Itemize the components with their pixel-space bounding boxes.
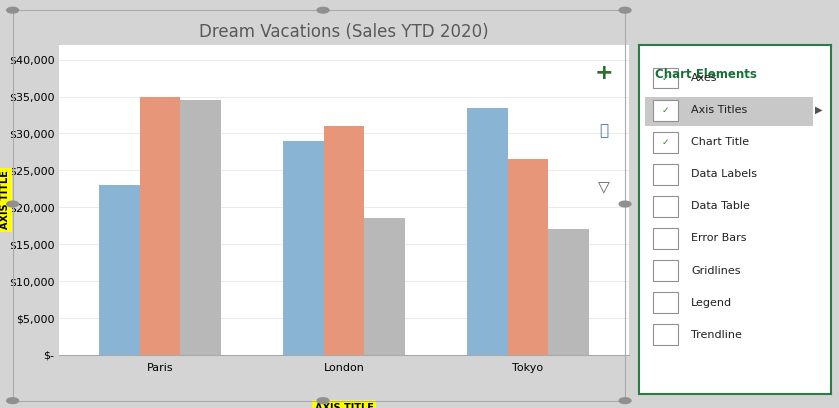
Text: Error Bars: Error Bars [691, 233, 747, 244]
FancyBboxPatch shape [653, 292, 678, 313]
Text: AXIS TITLE: AXIS TITLE [315, 403, 373, 408]
FancyBboxPatch shape [653, 100, 678, 121]
FancyBboxPatch shape [653, 196, 678, 217]
Bar [508, 159, 548, 355]
Text: ✓: ✓ [661, 106, 669, 115]
Text: 🖌: 🖌 [599, 123, 608, 138]
Bar [324, 126, 364, 355]
FancyBboxPatch shape [653, 324, 678, 345]
Text: Chart Title: Chart Title [691, 137, 749, 147]
Title: Dream Vacations (Sales YTD 2020): Dream Vacations (Sales YTD 2020) [199, 22, 489, 40]
Text: Data Table: Data Table [691, 202, 750, 211]
Bar [180, 100, 221, 355]
Bar [548, 229, 589, 355]
Text: AXIS TITLE: AXIS TITLE [0, 171, 9, 229]
FancyBboxPatch shape [653, 132, 678, 153]
Text: Gridlines: Gridlines [691, 266, 741, 275]
Text: ✓: ✓ [661, 73, 669, 82]
FancyBboxPatch shape [653, 228, 678, 249]
FancyBboxPatch shape [653, 164, 678, 185]
FancyBboxPatch shape [653, 260, 678, 281]
Bar [99, 185, 140, 355]
Bar [284, 141, 324, 355]
Text: ▶: ▶ [816, 105, 823, 115]
Text: Legend: Legend [691, 298, 732, 308]
Bar [140, 97, 180, 355]
FancyBboxPatch shape [645, 97, 813, 126]
Text: Axes: Axes [691, 73, 717, 83]
FancyBboxPatch shape [653, 68, 678, 89]
Bar [364, 218, 404, 355]
Text: +: + [594, 63, 613, 84]
Bar [467, 108, 508, 355]
Text: Data Labels: Data Labels [691, 169, 757, 179]
Text: ▽: ▽ [597, 180, 610, 195]
Text: Axis Titles: Axis Titles [691, 105, 748, 115]
Text: Trendline: Trendline [691, 330, 742, 340]
Text: ✓: ✓ [661, 138, 669, 147]
Text: Chart Elements: Chart Elements [654, 68, 757, 80]
